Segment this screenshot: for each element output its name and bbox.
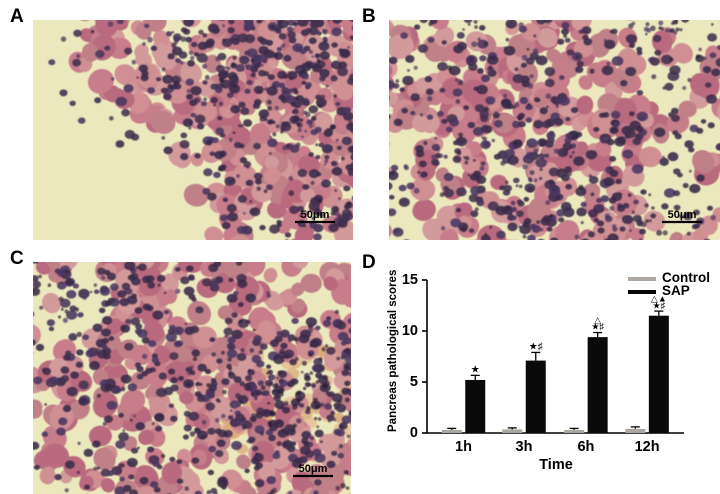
svg-text:★♯: ★♯ [591,322,604,332]
svg-text:3h: 3h [516,439,533,455]
svg-text:★: ★ [471,365,480,376]
svg-text:12h: 12h [635,439,660,455]
svg-text:0: 0 [410,425,418,441]
svg-text:5: 5 [410,374,418,390]
svg-text:★♯: ★♯ [653,300,666,310]
svg-text:1h: 1h [455,439,472,455]
svg-text:6h: 6h [577,439,594,455]
svg-text:★♯: ★♯ [529,342,543,353]
svg-text:15: 15 [402,272,418,288]
svg-text:10: 10 [402,323,418,339]
